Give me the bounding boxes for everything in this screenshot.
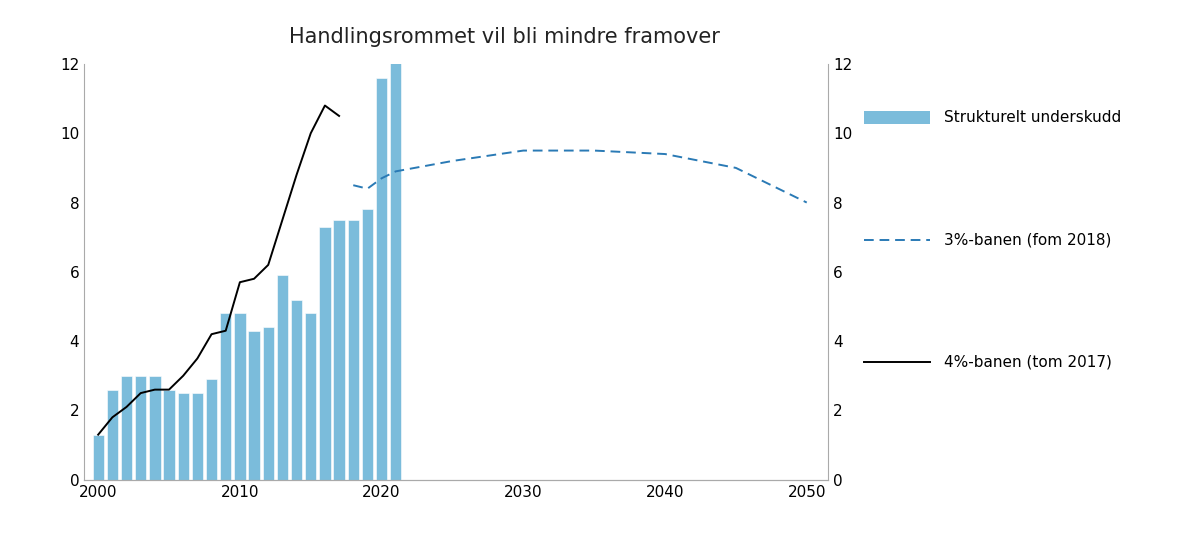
Bar (263, 327, 274, 480)
Bar (220, 313, 232, 480)
Bar (248, 330, 259, 480)
Bar (305, 313, 317, 480)
Bar (361, 209, 373, 480)
Bar (376, 78, 388, 480)
Bar (234, 313, 246, 480)
Bar (92, 435, 104, 480)
Bar (163, 390, 175, 480)
Bar (121, 376, 132, 480)
Text: Strukturelt underskudd: Strukturelt underskudd (944, 110, 1122, 125)
Bar (277, 276, 288, 480)
Bar (290, 300, 302, 480)
Text: 3%-banen (fom 2018): 3%-banen (fom 2018) (944, 232, 1111, 247)
Bar (206, 379, 217, 480)
Bar (178, 393, 188, 480)
Text: 4%-banen (tom 2017): 4%-banen (tom 2017) (944, 355, 1112, 370)
Bar (149, 376, 161, 480)
Text: Handlingsrommet vil bli mindre framover: Handlingsrommet vil bli mindre framover (288, 27, 720, 47)
Bar (192, 393, 203, 480)
Bar (136, 376, 146, 480)
Bar (107, 390, 118, 480)
Bar (334, 220, 344, 480)
Bar (319, 227, 330, 480)
Bar (390, 61, 402, 480)
Bar (348, 220, 359, 480)
